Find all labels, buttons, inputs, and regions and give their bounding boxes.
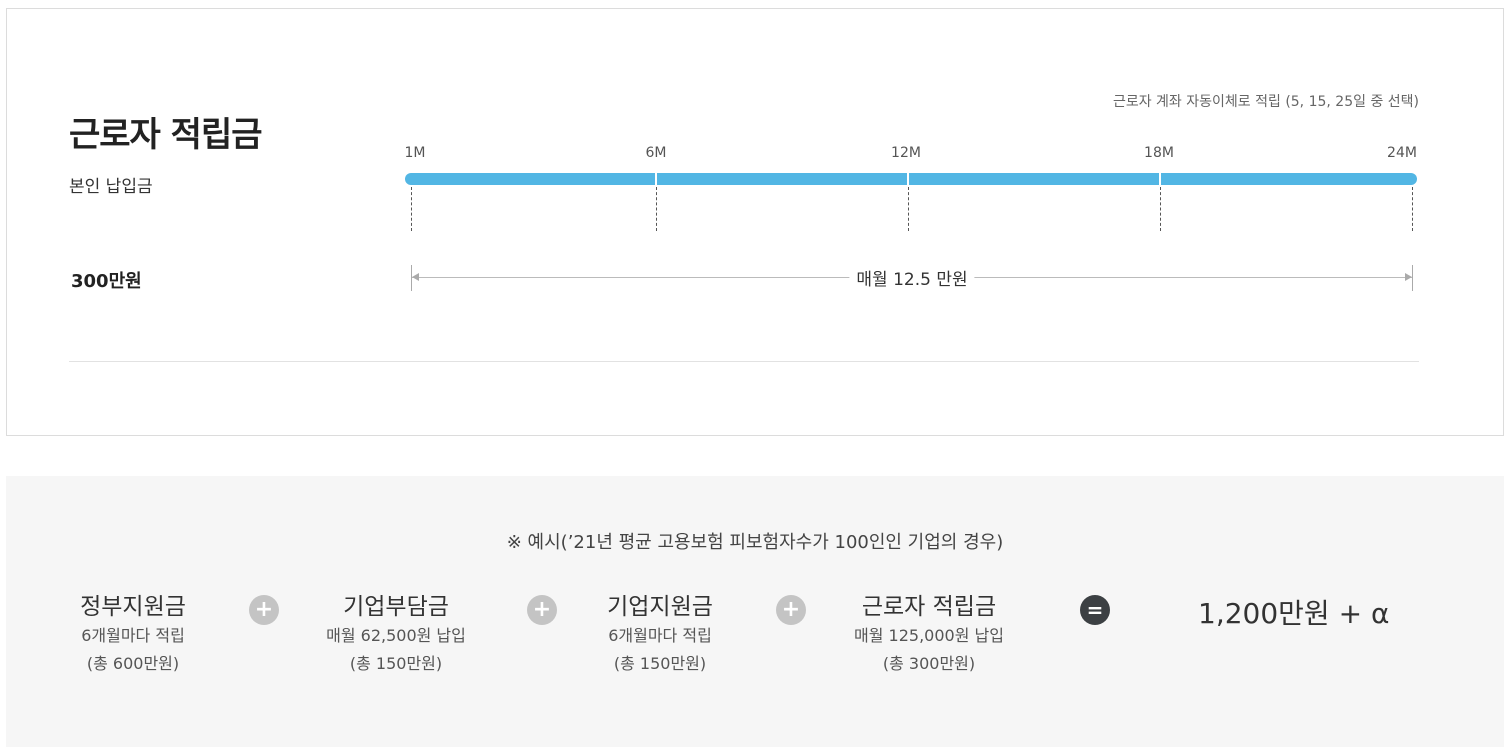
monthly-range-indicator: 매월 12.5 만원 [411, 263, 1413, 293]
example-caption: ※ 예시(’21년 평균 고용보험 피보험자수가 100인인 기업의 경우) [506, 532, 1004, 553]
item-name: 기업부담금 [343, 594, 449, 620]
timeline-separator [655, 173, 657, 185]
section-title: 근로자 적립금 [69, 115, 263, 155]
company-contribution: 기업부담금 매월 62,500원 납입 (총 150만원) [326, 592, 466, 678]
equals-icon: = [1080, 595, 1110, 625]
item-desc: 6개월마다 적립 [81, 626, 185, 645]
plus-icon: + [527, 595, 557, 625]
tick-label-6m: 6M [645, 145, 667, 161]
total-amount: 300만원 [71, 271, 142, 292]
item-total: (총 150만원) [613, 654, 707, 673]
worker-savings: 근로자 적립금 매월 125,000원 납입 (총 300만원) [854, 592, 1004, 678]
tick-label-12m: 12M [891, 145, 921, 161]
dashed-marker [411, 187, 412, 231]
timeline-bar [405, 173, 1417, 185]
item-desc: 매월 62,500원 납입 [326, 626, 466, 645]
plus-icon: + [776, 595, 806, 625]
dashed-marker [1412, 187, 1413, 231]
transfer-note: 근로자 계좌 자동이체로 적립 (5, 15, 25일 중 선택) [1112, 94, 1419, 110]
item-total: (총 300만원) [882, 654, 976, 673]
item-total: (총 600만원) [86, 654, 180, 673]
government-subsidy: 정부지원금 6개월마다 적립 (총 600만원) [80, 592, 186, 678]
savings-timeline-card: 근로자 적립금 본인 납입금 300만원 근로자 계좌 자동이체로 적립 (5,… [6, 8, 1504, 436]
example-box: ※ 예시(’21년 평균 고용보험 피보험자수가 100인인 기업의 경우) 정… [6, 476, 1504, 747]
range-cap-right [1412, 265, 1413, 291]
dashed-marker [908, 187, 909, 231]
item-name: 기업지원금 [607, 594, 713, 620]
arrow-right-icon [1405, 273, 1412, 281]
plus-icon: + [249, 595, 279, 625]
dashed-marker [656, 187, 657, 231]
result-total: 1,200만원 + α [1198, 597, 1390, 630]
company-subsidy: 기업지원금 6개월마다 적립 (총 150만원) [607, 592, 713, 678]
item-name: 정부지원금 [80, 594, 186, 620]
section-subtitle: 본인 납입금 [69, 177, 153, 197]
tick-label-1m: 1M [404, 145, 426, 161]
timeline-separator [1159, 173, 1161, 185]
range-cap-left [411, 265, 412, 291]
divider [69, 361, 1419, 362]
item-name: 근로자 적립금 [861, 594, 997, 620]
monthly-amount-label: 매월 12.5 만원 [849, 265, 975, 290]
tick-label-18m: 18M [1144, 145, 1174, 161]
timeline-separator [907, 173, 909, 185]
arrow-left-icon [412, 273, 419, 281]
tick-label-24m: 24M [1387, 145, 1417, 161]
item-desc: 매월 125,000원 납입 [854, 626, 1004, 645]
item-desc: 6개월마다 적립 [608, 626, 712, 645]
item-total: (총 150만원) [349, 654, 443, 673]
dashed-marker [1160, 187, 1161, 231]
